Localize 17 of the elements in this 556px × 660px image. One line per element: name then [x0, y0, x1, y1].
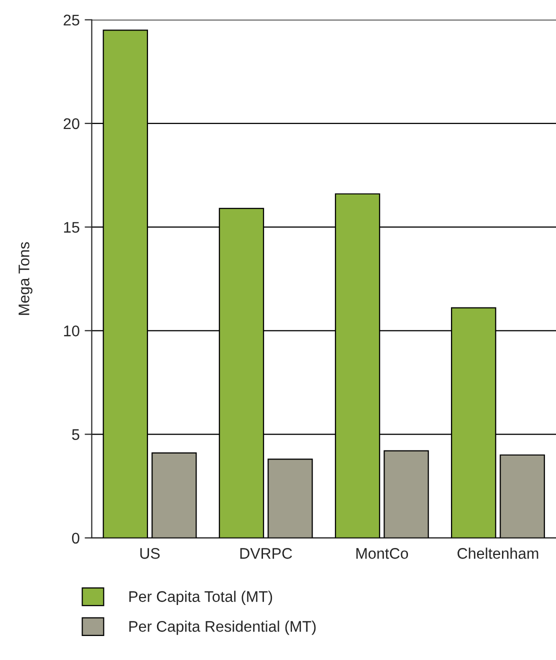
y-tick-label: 0	[72, 532, 80, 544]
x-tick-label: MontCo	[356, 548, 408, 559]
bar	[500, 454, 545, 538]
y-tick-label: 25	[64, 14, 80, 26]
bar	[384, 450, 429, 538]
y-tick-label: 20	[64, 118, 80, 130]
y-axis-title: Mega Tons	[18, 242, 32, 315]
bar	[152, 452, 197, 538]
y-tick-label: 5	[72, 429, 80, 440]
y-tick-label: 10	[64, 326, 80, 336]
y-tick-label: 15	[64, 222, 80, 233]
x-tick-label: US	[140, 548, 160, 559]
bar	[268, 458, 313, 538]
legend-label: Per Capita Total (MT)	[129, 590, 272, 605]
x-tick-label: Cheltenham	[458, 548, 538, 559]
x-tick-label: DVRPC	[240, 548, 292, 559]
legend-label: Per Capita Residential (MT)	[129, 620, 316, 635]
